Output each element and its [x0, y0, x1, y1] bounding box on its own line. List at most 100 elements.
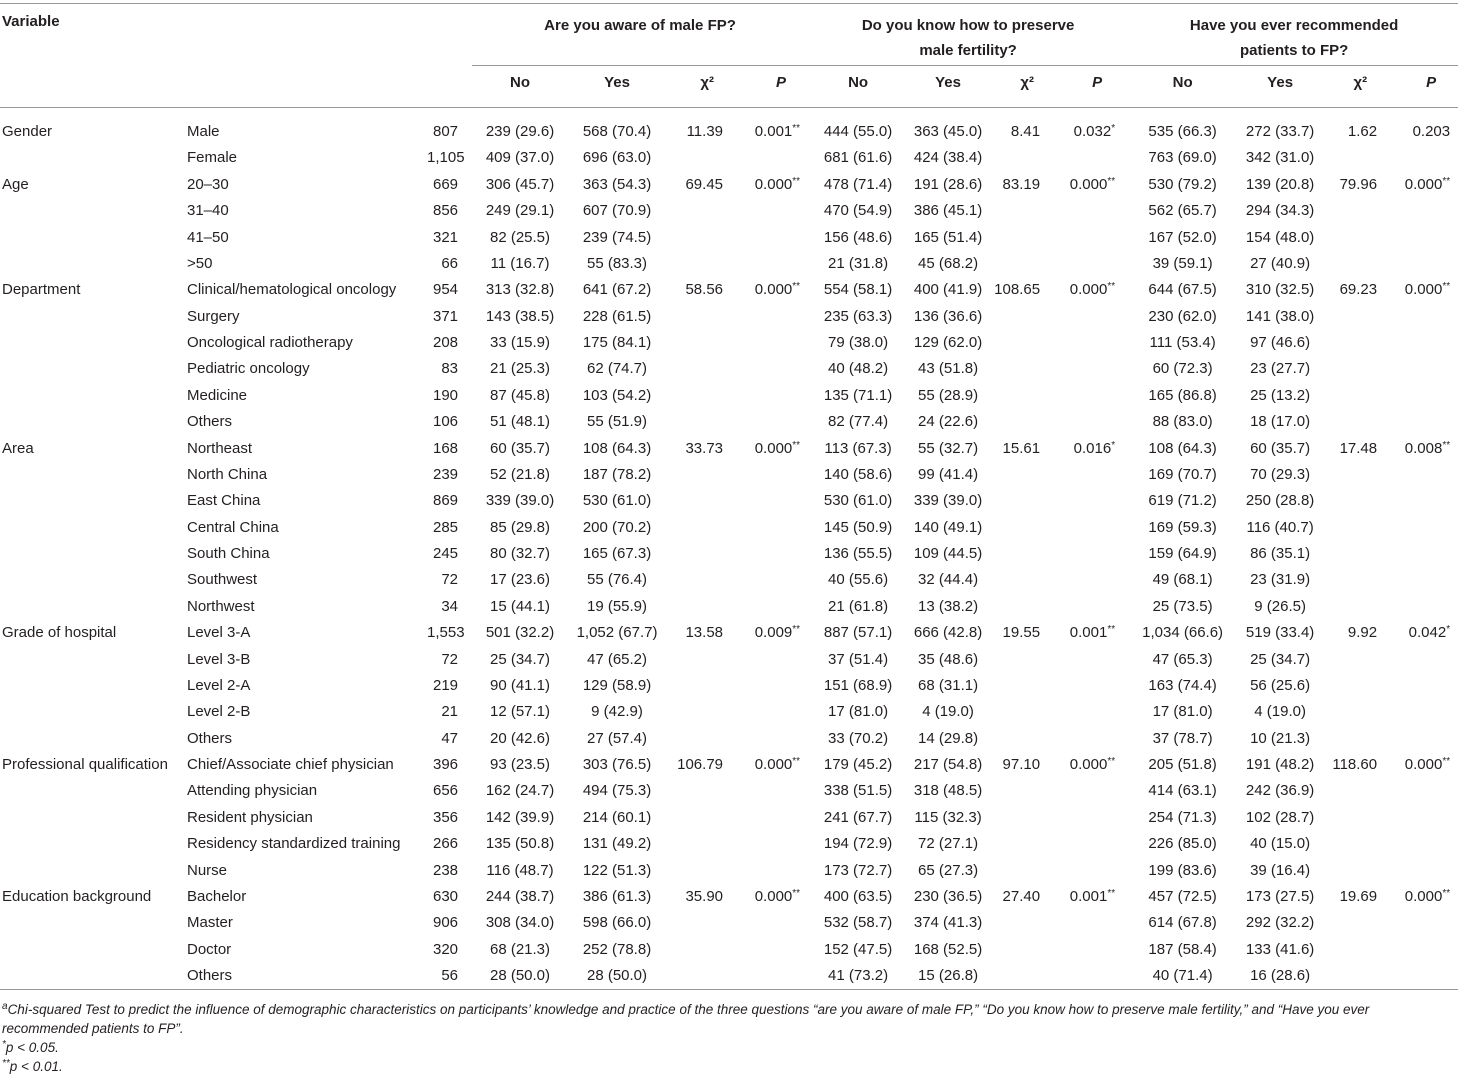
chi-cell — [1319, 541, 1381, 567]
count-cell: 245 — [432, 545, 459, 562]
data-row: Oncological radiotherapy 208 33 (15.9) 175 … — [0, 330, 1458, 356]
data-row: East China 869 339 (39.0) 530 (61.0) 530 (61… — [0, 488, 1458, 514]
p-cell — [1048, 778, 1124, 804]
yes-cell: 165 (67.3) — [582, 545, 652, 562]
chi-cell — [1319, 831, 1381, 857]
header-cell: Variable — [0, 3, 473, 66]
yes-cell: 131 (49.2) — [582, 835, 652, 853]
chi-cell — [666, 488, 728, 514]
yes-cell: 168 (52.5) — [913, 940, 983, 958]
chi-cell — [666, 515, 728, 541]
yes-cell: 1,052 (67.7) — [576, 624, 658, 642]
chi-cell — [666, 304, 728, 330]
chi-cell — [988, 726, 1048, 752]
no-cell: 113 (67.3) — [824, 439, 892, 457]
no-cell: 308 (34.0) — [485, 914, 555, 932]
question-title: Do you know how to preserve male fertili… — [861, 17, 1075, 59]
no-cell: 135 (50.8) — [485, 835, 555, 853]
variable-cell — [0, 515, 187, 541]
p-cell — [1048, 831, 1124, 857]
yes-cell: 530 (61.0) — [582, 492, 652, 510]
p-cell — [1381, 647, 1458, 673]
yes-cell: 342 (31.0) — [1245, 149, 1315, 167]
p-cell: 0.000** — [1404, 281, 1451, 299]
chi-cell — [988, 462, 1048, 488]
chi-cell — [1319, 699, 1381, 725]
chi-cell — [1319, 198, 1381, 224]
no-cell: 239 (29.6) — [485, 123, 555, 140]
no-cell: 80 (32.7) — [489, 545, 551, 562]
no-cell: 143 (38.5) — [485, 307, 555, 325]
category-cell: >50 — [187, 254, 213, 272]
no-cell: 470 (54.9) — [823, 202, 893, 220]
footnote-text: p < 0.01. — [9, 1059, 63, 1074]
yes-cell: 294 (34.3) — [1245, 202, 1315, 220]
p-cell — [1381, 515, 1458, 541]
p-cell: 0.000** — [1404, 756, 1451, 773]
yes-cell: 386 (61.3) — [582, 887, 652, 905]
chi-cell — [666, 778, 728, 804]
count-cell: 106 — [432, 413, 459, 431]
no-cell: 85 (29.8) — [489, 518, 551, 536]
category-cell: Chief/Associate chief physician — [187, 756, 394, 773]
header-cell: Yes — [908, 65, 989, 108]
p-cell — [1048, 963, 1125, 991]
yes-cell: 60 (35.7) — [1250, 439, 1311, 457]
variable-cell — [0, 198, 187, 224]
variable-cell — [0, 251, 187, 277]
header-cell: χ² — [988, 65, 1049, 108]
count-cell: 656 — [432, 782, 459, 800]
count-cell: 396 — [432, 756, 459, 773]
chi-cell: 1.62 — [1347, 123, 1378, 140]
category-cell: Oncological radiotherapy — [187, 334, 353, 351]
chi-cell — [988, 251, 1048, 277]
variable-cell — [0, 673, 187, 699]
no-cell: 478 (71.4) — [823, 175, 893, 193]
no-cell: 187 (58.4) — [1148, 940, 1217, 958]
chi-cell — [988, 699, 1048, 725]
chi-cell — [1319, 145, 1381, 171]
chi-cell: 27.40 — [1002, 887, 1041, 905]
data-row: North China 239 52 (21.8) 187 (78.2) 140 (58… — [0, 462, 1458, 488]
p-cell — [1048, 726, 1124, 752]
yes-cell: 109 (44.5) — [913, 545, 983, 562]
p-cell: 0.042* — [1408, 624, 1451, 642]
count-cell: 239 — [432, 465, 459, 483]
p-cell — [1381, 673, 1458, 699]
p-cell — [728, 567, 808, 593]
variable-cell — [0, 805, 187, 831]
column-label: No — [510, 74, 531, 91]
no-cell: 763 (69.0) — [1148, 149, 1217, 167]
yes-cell: 103 (54.2) — [582, 386, 652, 404]
p-cell — [1048, 304, 1124, 330]
yes-cell: 607 (70.9) — [582, 202, 652, 220]
no-cell: 41 (73.2) — [808, 963, 909, 991]
no-cell: 52 (21.8) — [489, 465, 551, 483]
variable-cell — [0, 409, 187, 435]
p-cell — [728, 594, 808, 620]
chi-cell — [1319, 488, 1381, 514]
yes-cell: 25 (13.2) — [1250, 386, 1311, 404]
category-cell: Bachelor — [187, 887, 247, 905]
no-cell: 51 (48.1) — [489, 413, 551, 431]
yes-cell: 386 (45.1) — [913, 202, 983, 220]
yes-cell: 230 (36.5) — [913, 887, 983, 905]
no-cell: 40 (55.6) — [828, 571, 889, 589]
p-cell — [728, 515, 808, 541]
data-row: Female 1,105 409 (37.0) 696 (63.0) 681 (61.6… — [0, 145, 1458, 171]
no-cell: 82 (77.4) — [828, 413, 889, 431]
chi-cell — [1319, 251, 1381, 277]
chi-cell — [1319, 383, 1381, 409]
chi-cell — [666, 145, 728, 171]
p-cell — [1048, 567, 1124, 593]
no-cell: 173 (72.7) — [823, 861, 893, 879]
chi-cell: 79.96 — [1339, 175, 1378, 193]
p-cell — [728, 699, 808, 725]
yes-cell: 200 (70.2) — [582, 518, 652, 536]
no-cell: 235 (63.3) — [823, 307, 893, 325]
p-cell — [1048, 858, 1124, 884]
chi-cell — [1319, 567, 1381, 593]
p-cell — [1381, 356, 1458, 382]
count-cell: 630 — [432, 887, 459, 905]
chi-cell: 13.58 — [685, 624, 724, 642]
